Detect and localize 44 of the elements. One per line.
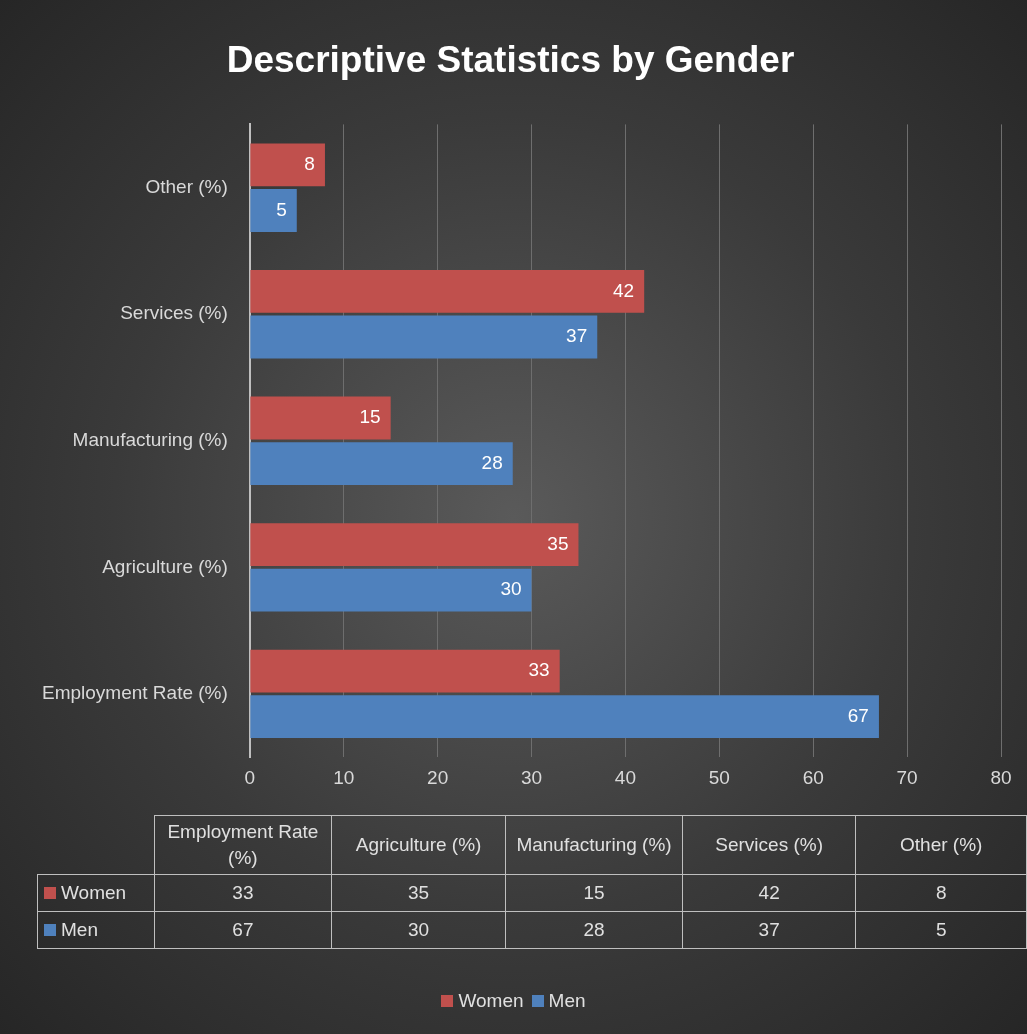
- category-label: Employment Rate (%): [167, 821, 319, 868]
- text: 67: [154, 911, 332, 949]
- text: 37: [682, 911, 856, 949]
- x-tick-label: 30: [520, 766, 543, 788]
- text: 8: [855, 874, 1027, 912]
- category-label: Other (%): [900, 834, 983, 856]
- text: 30: [331, 911, 506, 949]
- text: 15: [505, 874, 683, 912]
- text: Men: [548, 990, 586, 1011]
- data-label: 37: [566, 325, 588, 347]
- x-tick-label: 20: [427, 766, 449, 788]
- data-label: 35: [547, 532, 569, 554]
- chart-title: Descriptive Statistics by Gender: [226, 39, 795, 81]
- category-label: Agriculture (%): [355, 834, 482, 856]
- data-label: 15: [359, 406, 381, 428]
- x-tick-label: 60: [802, 766, 824, 788]
- text: 35: [331, 874, 506, 912]
- legend-label: Women: [37, 874, 155, 912]
- x-tick-label: 70: [896, 766, 918, 788]
- data-label: 30: [500, 578, 522, 600]
- category-label: Manufacturing (%): [516, 834, 672, 856]
- data-label: 67: [847, 704, 869, 726]
- text: 28: [505, 911, 683, 949]
- data-label: 33: [528, 659, 550, 681]
- y-tick-label: Agriculture (%): [102, 555, 228, 577]
- x-tick-label: 80: [990, 766, 1012, 788]
- data-label: 8: [304, 153, 315, 175]
- x-tick-label: 50: [708, 766, 730, 788]
- category-label: Services (%): [715, 834, 823, 856]
- y-tick-label: Services (%): [120, 302, 228, 324]
- data-label: 42: [613, 279, 635, 301]
- text: Women: [458, 990, 524, 1011]
- data-label: 28: [481, 451, 503, 473]
- y-tick-label: Employment Rate (%): [41, 682, 228, 704]
- text: 5: [855, 911, 1027, 949]
- y-tick-label: Manufacturing (%): [72, 429, 228, 451]
- text: 42: [682, 874, 856, 912]
- data-label: 5: [276, 198, 287, 220]
- legend-label: Men: [37, 911, 155, 949]
- x-tick-label: 40: [614, 766, 636, 788]
- text: 33: [154, 874, 332, 912]
- y-tick-label: Other (%): [145, 175, 228, 197]
- x-tick-label: 10: [333, 766, 355, 788]
- x-tick-label: 0: [244, 766, 256, 788]
